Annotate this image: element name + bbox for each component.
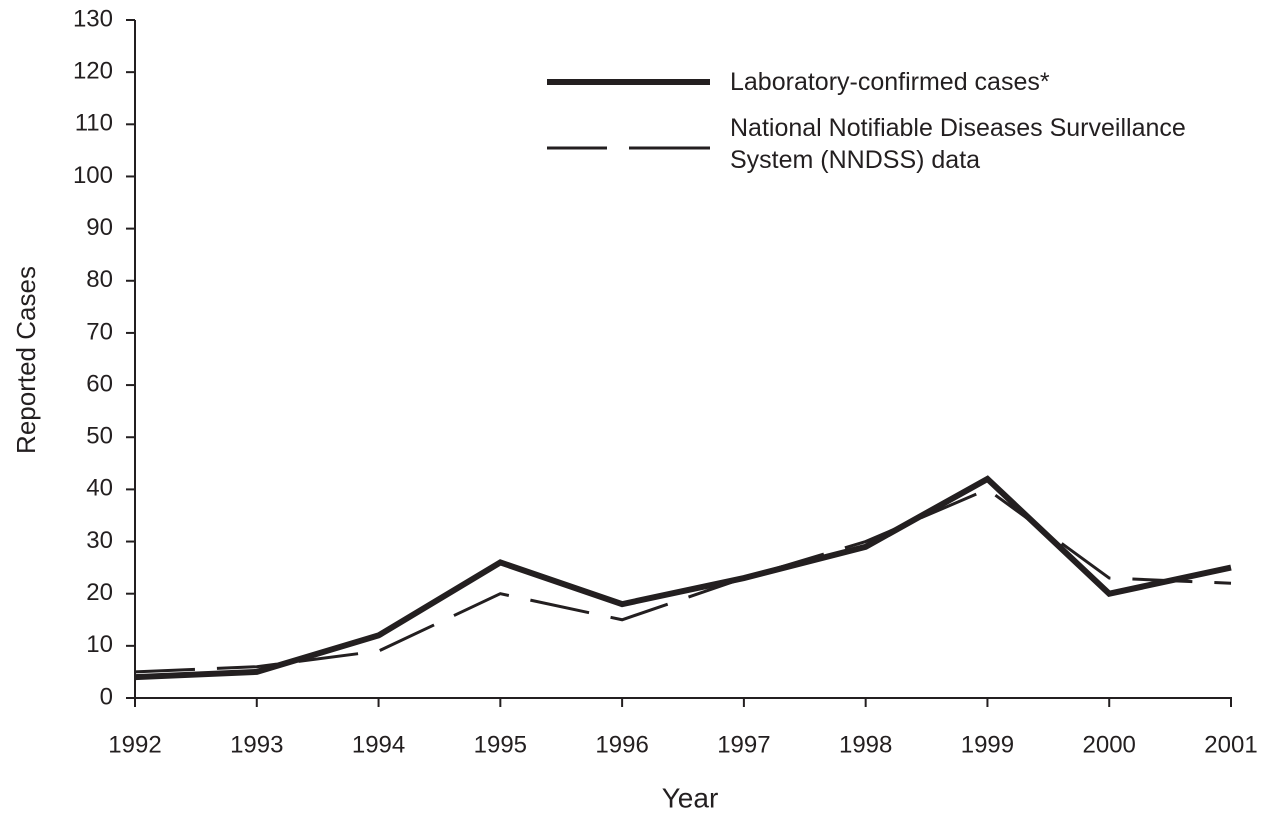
y-tick-label: 40 [86,475,113,502]
y-tick-label: 80 [86,266,113,293]
x-axis-title: Year [662,782,719,813]
y-tick-label: 120 [73,57,113,84]
y-tick-label: 130 [73,5,113,32]
x-tick-label: 1993 [230,731,283,758]
y-tick-label: 60 [86,370,113,397]
y-tick-label: 90 [86,214,113,241]
y-tick-label: 100 [73,162,113,189]
x-tick-label: 1997 [717,731,770,758]
series-line [134,475,1232,681]
y-tick-label: 50 [86,423,113,450]
x-tick-label: 2001 [1204,731,1257,758]
y-tick-label: 20 [86,579,113,606]
y-tick-label: 10 [86,631,113,658]
x-tick-label: 1992 [108,731,161,758]
y-tick-label: 30 [86,527,113,554]
x-tick-label: 1999 [961,731,1014,758]
legend-label: Laboratory-confirmed cases* [730,68,1050,96]
series-line [134,487,1232,674]
y-tick-label: 0 [100,683,113,710]
x-tick-label: 1998 [839,731,892,758]
y-axis-title: Reported Cases [11,266,41,454]
x-tick-label: 1996 [595,731,648,758]
y-tick-label: 70 [86,318,113,345]
x-tick-label: 1995 [474,731,527,758]
legend-label: National Notifiable Diseases Surveillanc… [730,114,1186,174]
x-tick-label: 1994 [352,731,405,758]
x-tick-label: 2000 [1083,731,1136,758]
y-tick-label: 110 [75,110,113,137]
